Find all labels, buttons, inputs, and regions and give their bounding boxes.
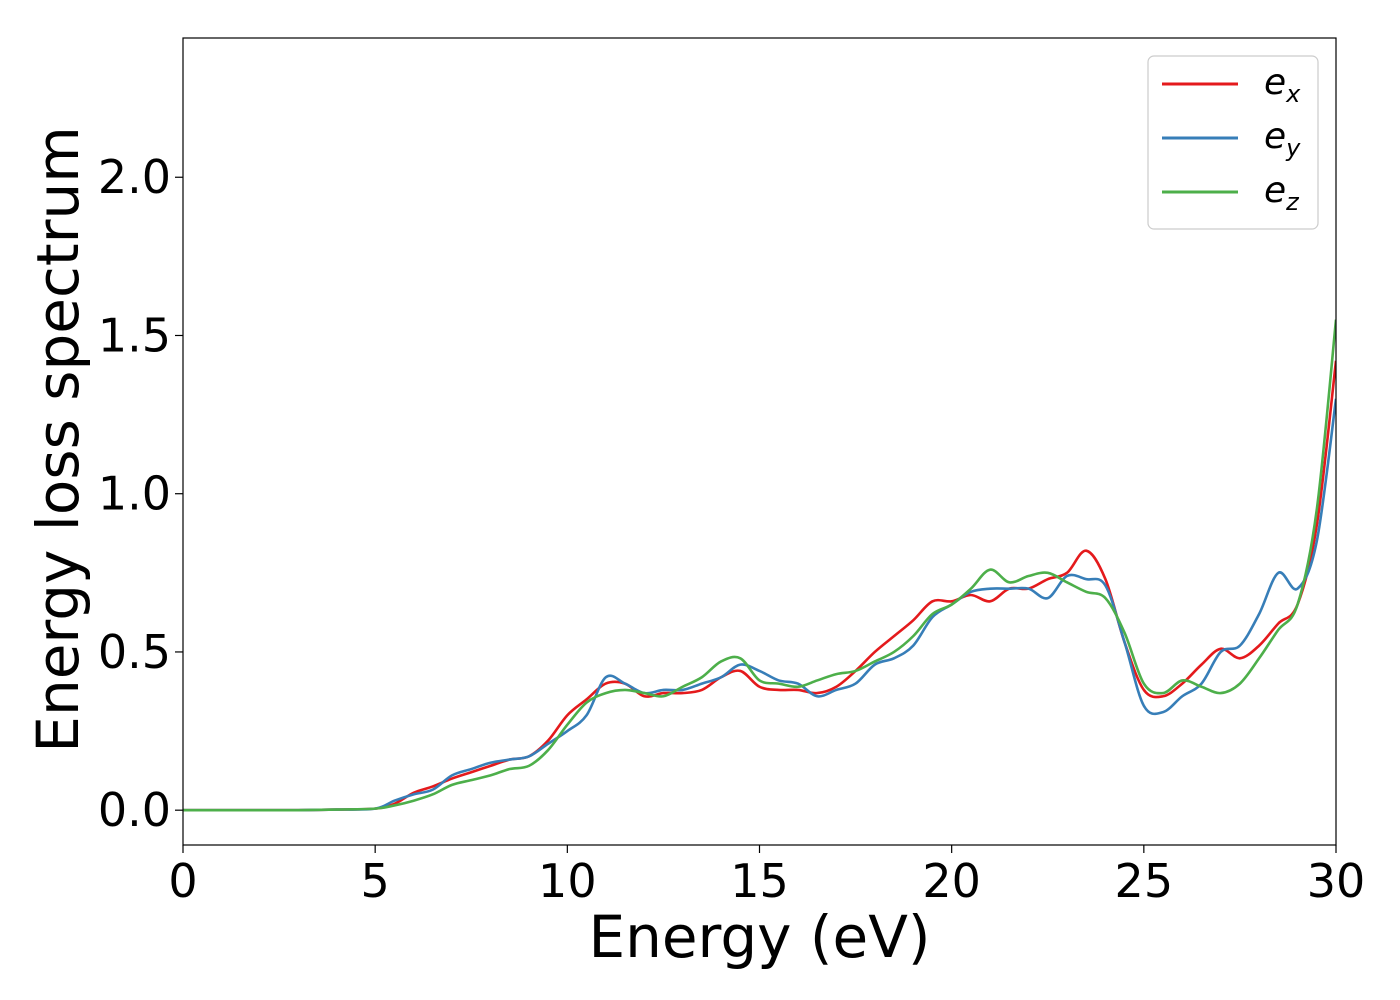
x-axis-title: Energy (eV) <box>588 903 930 971</box>
y-tick-label: 0.5 <box>98 625 171 679</box>
legend-label-ez: ez <box>1264 170 1300 216</box>
y-tick-label: 1.5 <box>98 308 171 362</box>
x-tick-label: 30 <box>1307 854 1366 908</box>
legend-label-ex: ex <box>1264 62 1301 108</box>
series-line-ez <box>183 319 1336 812</box>
y-tick-label: 2.0 <box>98 150 171 204</box>
legend: ex ey ez <box>1147 55 1319 230</box>
x-tick-label: 10 <box>538 854 597 908</box>
series-line-ey <box>183 398 1336 812</box>
x-tick-label: 25 <box>1115 854 1174 908</box>
y-axis: 0.0 0.5 1.0 1.5 2.0 <box>98 150 183 837</box>
x-tick-label: 0 <box>168 854 197 908</box>
y-axis-title: Energy loss spectrum <box>24 126 92 752</box>
legend-label-ey: ey <box>1264 116 1301 162</box>
plot-lines <box>183 319 1336 812</box>
x-tick-label: 5 <box>361 854 390 908</box>
x-tick-label: 20 <box>922 854 981 908</box>
x-tick-label: 15 <box>730 854 789 908</box>
y-tick-label: 0.0 <box>98 783 171 837</box>
x-axis: 0 5 10 15 20 25 30 <box>168 845 1365 908</box>
legend-box <box>1147 55 1319 230</box>
series-line-ex <box>183 360 1336 812</box>
y-tick-label: 1.0 <box>98 467 171 521</box>
